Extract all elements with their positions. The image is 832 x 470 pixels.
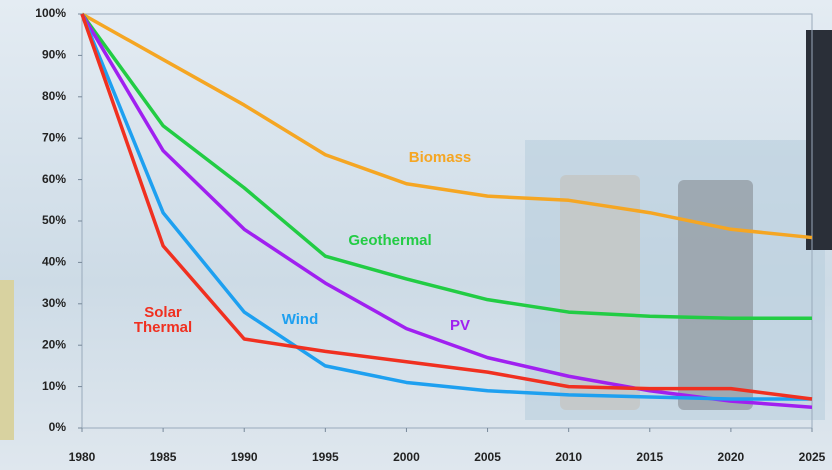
series-label: PV (449, 317, 470, 334)
y-tick-label: 90% (42, 48, 66, 62)
series-label: Wind (281, 311, 319, 328)
x-tick-label: 2020 (718, 450, 745, 464)
series-line (80, 12, 812, 321)
series-label: Solar Thermal (133, 304, 193, 336)
series-line (80, 13, 813, 401)
y-tick-label: 10% (42, 379, 66, 393)
photo-jar (678, 180, 753, 410)
x-tick-label: 2005 (474, 450, 501, 464)
photo-jar (560, 175, 640, 410)
x-tick-label: 2010 (555, 450, 582, 464)
y-tick-label: 30% (42, 296, 66, 310)
y-tick-label: 20% (42, 337, 66, 351)
photo-edge (0, 280, 14, 440)
x-tick-label: 2025 (799, 450, 826, 464)
y-tick-label: 100% (35, 6, 66, 20)
photo-person (806, 30, 832, 250)
series-line (80, 13, 812, 401)
x-tick-label: 2000 (393, 450, 420, 464)
y-tick-label: 70% (42, 130, 66, 144)
x-tick-label: 1995 (312, 450, 339, 464)
series-label: Geothermal (348, 232, 432, 249)
x-tick-label: 2015 (636, 450, 663, 464)
y-tick-label: 80% (42, 89, 66, 103)
y-tick-label: 50% (42, 213, 66, 227)
x-tick-label: 1980 (69, 450, 96, 464)
series-line (81, 12, 813, 240)
x-tick-label: 1990 (231, 450, 258, 464)
y-tick-label: 60% (42, 172, 66, 186)
series-line (80, 13, 813, 410)
x-tick-label: 1985 (150, 450, 177, 464)
y-tick-label: 40% (42, 255, 66, 269)
series-label: Biomass (408, 149, 472, 166)
y-tick-label: 0% (49, 420, 67, 434)
